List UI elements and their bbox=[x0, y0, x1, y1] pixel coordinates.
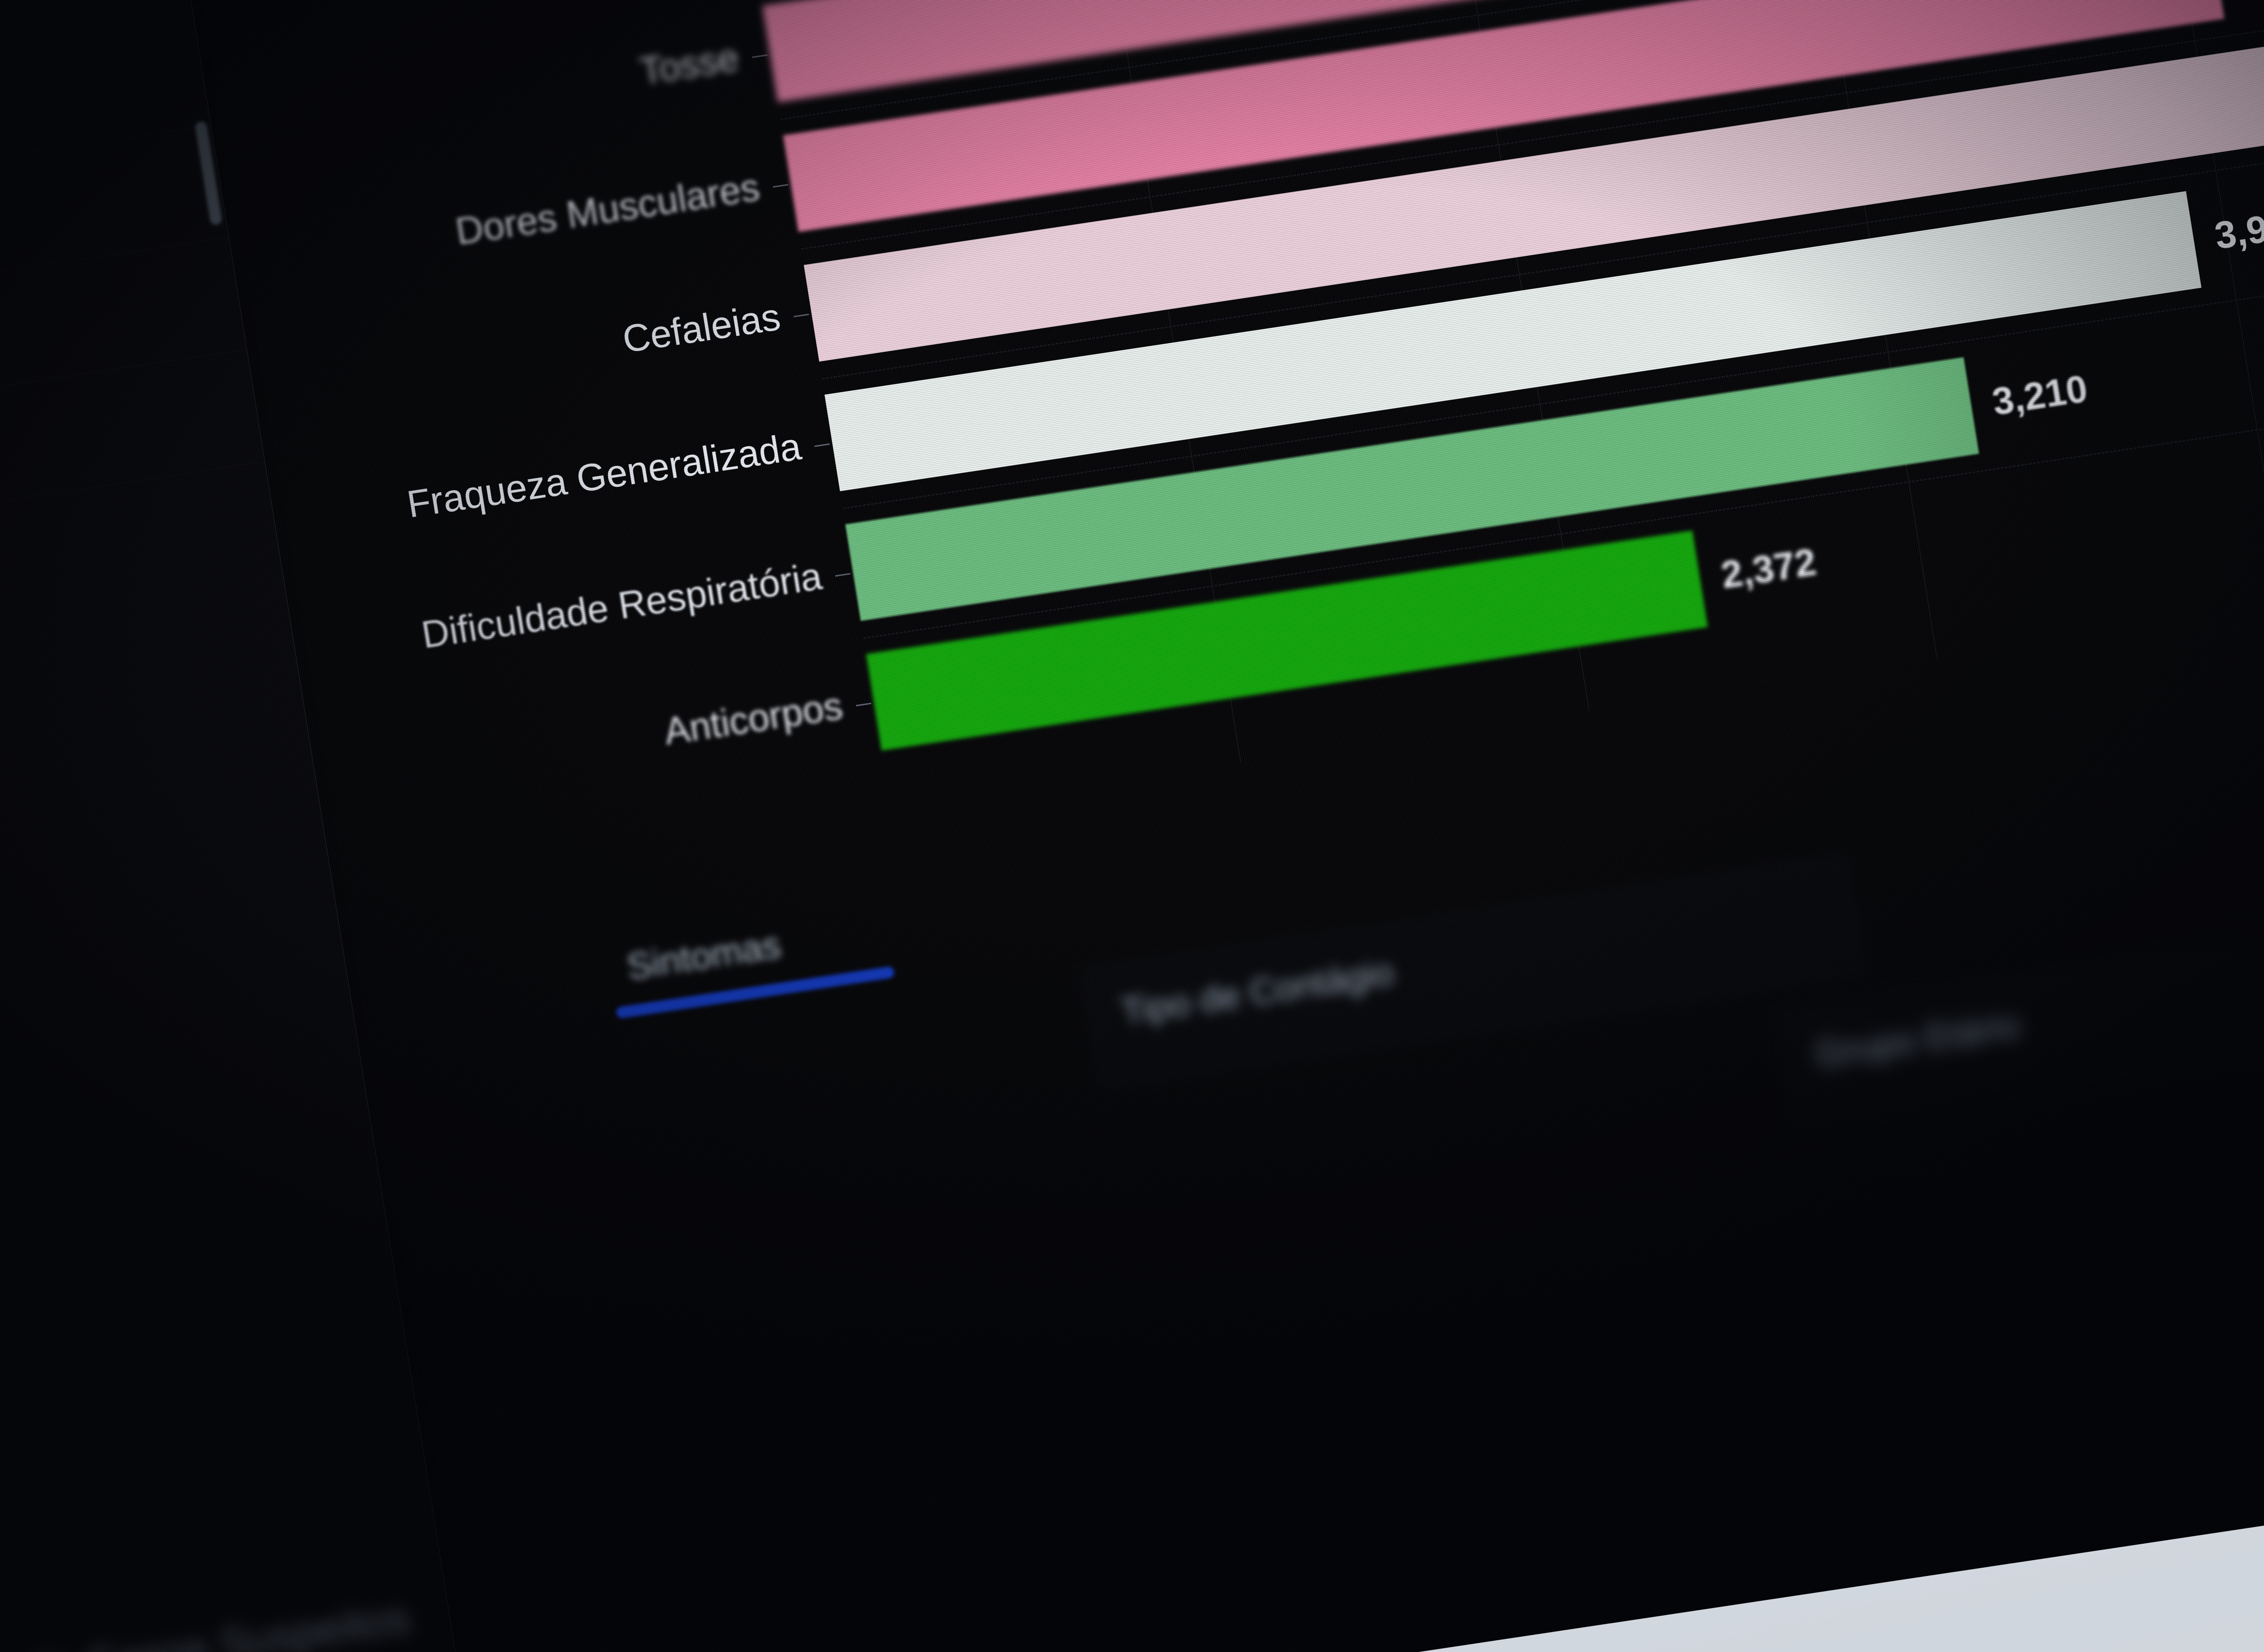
main-panel: Sintomas Registados Febre4,280Tosse4,280… bbox=[166, 0, 2264, 1652]
bar-value-label: 3,908 bbox=[2211, 201, 2264, 257]
tab-label: Grupo Etário bbox=[1813, 1004, 2023, 1075]
axis-tick bbox=[814, 443, 830, 447]
tab-sintomas[interactable]: Sintomas bbox=[624, 924, 784, 988]
axis-tick bbox=[856, 702, 872, 706]
axis-tick bbox=[772, 184, 788, 188]
bar-value-label: 2,372 bbox=[1718, 540, 1819, 596]
tab-card-tipo-de-contagio[interactable]: Tipo de Contágio bbox=[1081, 855, 1864, 1088]
axis-tick bbox=[793, 313, 809, 317]
axis-tick bbox=[752, 54, 767, 58]
axis-tick bbox=[835, 573, 851, 577]
bar-value-label: 3,210 bbox=[1989, 367, 2091, 423]
tab-label: Tipo de Contágio bbox=[1118, 951, 1396, 1032]
